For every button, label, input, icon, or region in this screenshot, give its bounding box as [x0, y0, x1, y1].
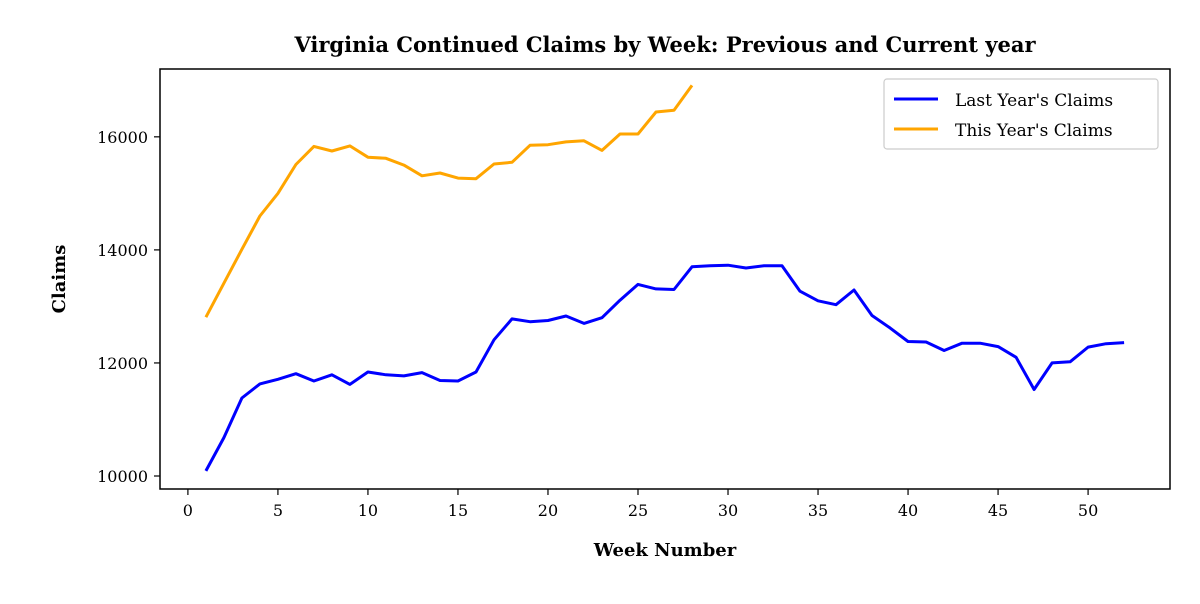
x-tick-label: 45 [988, 501, 1008, 520]
x-tick-label: 25 [628, 501, 648, 520]
x-tick-label: 35 [808, 501, 828, 520]
x-tick-label: 0 [183, 501, 193, 520]
plot-frame [159, 68, 1171, 490]
x-tick-label: 5 [273, 501, 283, 520]
x-tick-label: 20 [538, 501, 558, 520]
y-tick-label: 14000 [97, 241, 148, 260]
legend-box [883, 78, 1159, 150]
legend-label-last-year: Last Year's Claims [955, 91, 1113, 111]
x-tick-label: 30 [718, 501, 738, 520]
y-tick-label: 10000 [97, 467, 148, 486]
plot-area: 0 5 10 15 20 25 30 35 40 45 50 10000 12000 14000 16000 [97, 84, 1125, 520]
series-line-0 [204, 263, 1125, 472]
x-tick-label: 15 [448, 501, 468, 520]
x-tick-label: 10 [358, 501, 378, 520]
legend: Last Year's Claims This Year's Claims [883, 78, 1159, 150]
y-tick-label: 16000 [97, 128, 148, 147]
y-axis-label: Claims [49, 245, 70, 314]
chart-title: Virginia Continued Claims by Week: Previ… [293, 32, 1036, 57]
legend-label-this-year: This Year's Claims [955, 121, 1113, 141]
x-tick-label: 50 [1078, 501, 1098, 520]
y-tick-label: 12000 [97, 354, 148, 373]
x-tick-label: 40 [898, 501, 918, 520]
x-axis-label: Week Number [593, 540, 737, 561]
series-line-1 [204, 84, 694, 318]
